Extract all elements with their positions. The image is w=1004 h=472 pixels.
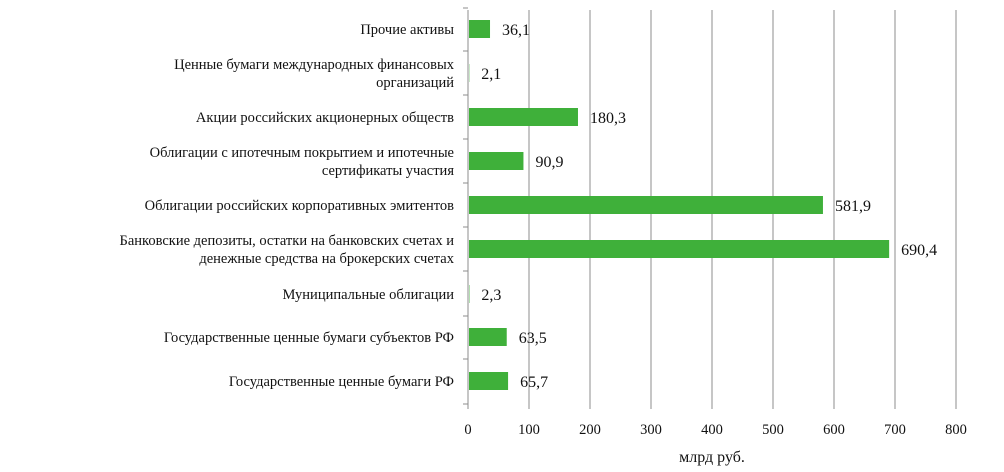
bars (469, 20, 890, 390)
value-label: 2,3 (481, 287, 501, 304)
bar (469, 108, 578, 126)
category-label: Облигации с ипотечным покрытием и ипотеч… (150, 145, 455, 179)
value-label: 180,3 (590, 110, 626, 127)
value-label: 690,4 (901, 242, 937, 259)
x-tick-label: 0 (464, 422, 471, 438)
x-tick-label: 700 (884, 422, 906, 438)
value-label: 63,5 (519, 330, 547, 347)
bar (469, 328, 507, 346)
bar (469, 152, 524, 170)
bar (469, 240, 890, 258)
category-label: Банковские депозиты, остатки на банковск… (120, 233, 455, 267)
x-tick-label: 800 (945, 422, 967, 438)
bar (469, 20, 491, 38)
category-labels: Прочие активы Ценные бумаги международных… (120, 22, 455, 390)
value-label: 36,1 (502, 22, 530, 39)
category-label: Муниципальные облигации (283, 287, 455, 303)
x-tick-label: 300 (640, 422, 662, 438)
value-label: 581,9 (835, 198, 871, 215)
x-axis-ticks: 0 100 200 300 400 500 600 700 800 (464, 422, 967, 438)
value-label: 90,9 (535, 154, 563, 171)
category-label: Государственные ценные бумаги РФ (229, 374, 454, 390)
category-label: Ценные бумаги международных финансовых ор… (174, 57, 455, 91)
x-tick-label: 100 (518, 422, 540, 438)
value-label: 65,7 (520, 374, 548, 391)
x-axis-title: млрд руб. (679, 449, 745, 466)
category-label: Акции российских акционерных обществ (196, 110, 454, 126)
value-label: 2,1 (481, 66, 501, 83)
x-tick-label: 400 (701, 422, 723, 438)
category-label: Государственные ценные бумаги субъектов … (164, 330, 454, 346)
x-tick-label: 500 (762, 422, 784, 438)
value-labels: 36,1 2,1 180,3 90,9 581,9 690,4 2,3 63,5 65,7 (481, 22, 937, 391)
category-label: Прочие активы (360, 22, 454, 38)
bar (469, 196, 823, 214)
category-label: Облигации российских корпоративных эмите… (145, 198, 455, 214)
bar (469, 372, 509, 390)
x-tick-label: 600 (823, 422, 845, 438)
x-tick-label: 200 (579, 422, 601, 438)
